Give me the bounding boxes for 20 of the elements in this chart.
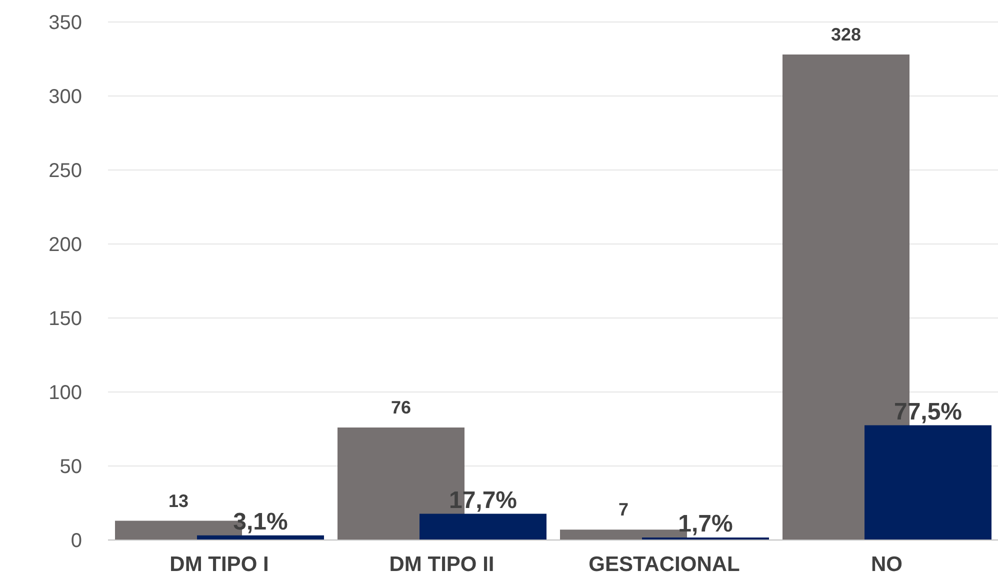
y-tick-label: 0 <box>70 530 82 552</box>
x-tick-label: DM TIPO II <box>389 552 494 576</box>
data-label: 13 <box>168 490 189 511</box>
bar <box>864 425 992 540</box>
y-tick-label: 300 <box>48 86 82 108</box>
data-label: 328 <box>830 24 862 45</box>
y-tick-label: 50 <box>60 456 82 478</box>
y-tick-label: 200 <box>48 234 82 256</box>
y-tick-label: 250 <box>48 160 82 182</box>
data-label: 7 <box>618 500 629 520</box>
bar <box>420 514 546 540</box>
x-tick-label: GESTACIONAL <box>588 552 740 576</box>
y-tick-label: 150 <box>48 308 82 330</box>
y-tick-label: 350 <box>48 12 82 34</box>
data-label: 76 <box>390 398 412 418</box>
data-label: 3,1% <box>233 508 288 536</box>
y-tick-label: 100 <box>48 382 82 404</box>
data-label: 1,7% <box>678 510 733 538</box>
x-tick-label: DM TIPO I <box>170 552 269 576</box>
x-tick-label: NO <box>871 552 902 576</box>
